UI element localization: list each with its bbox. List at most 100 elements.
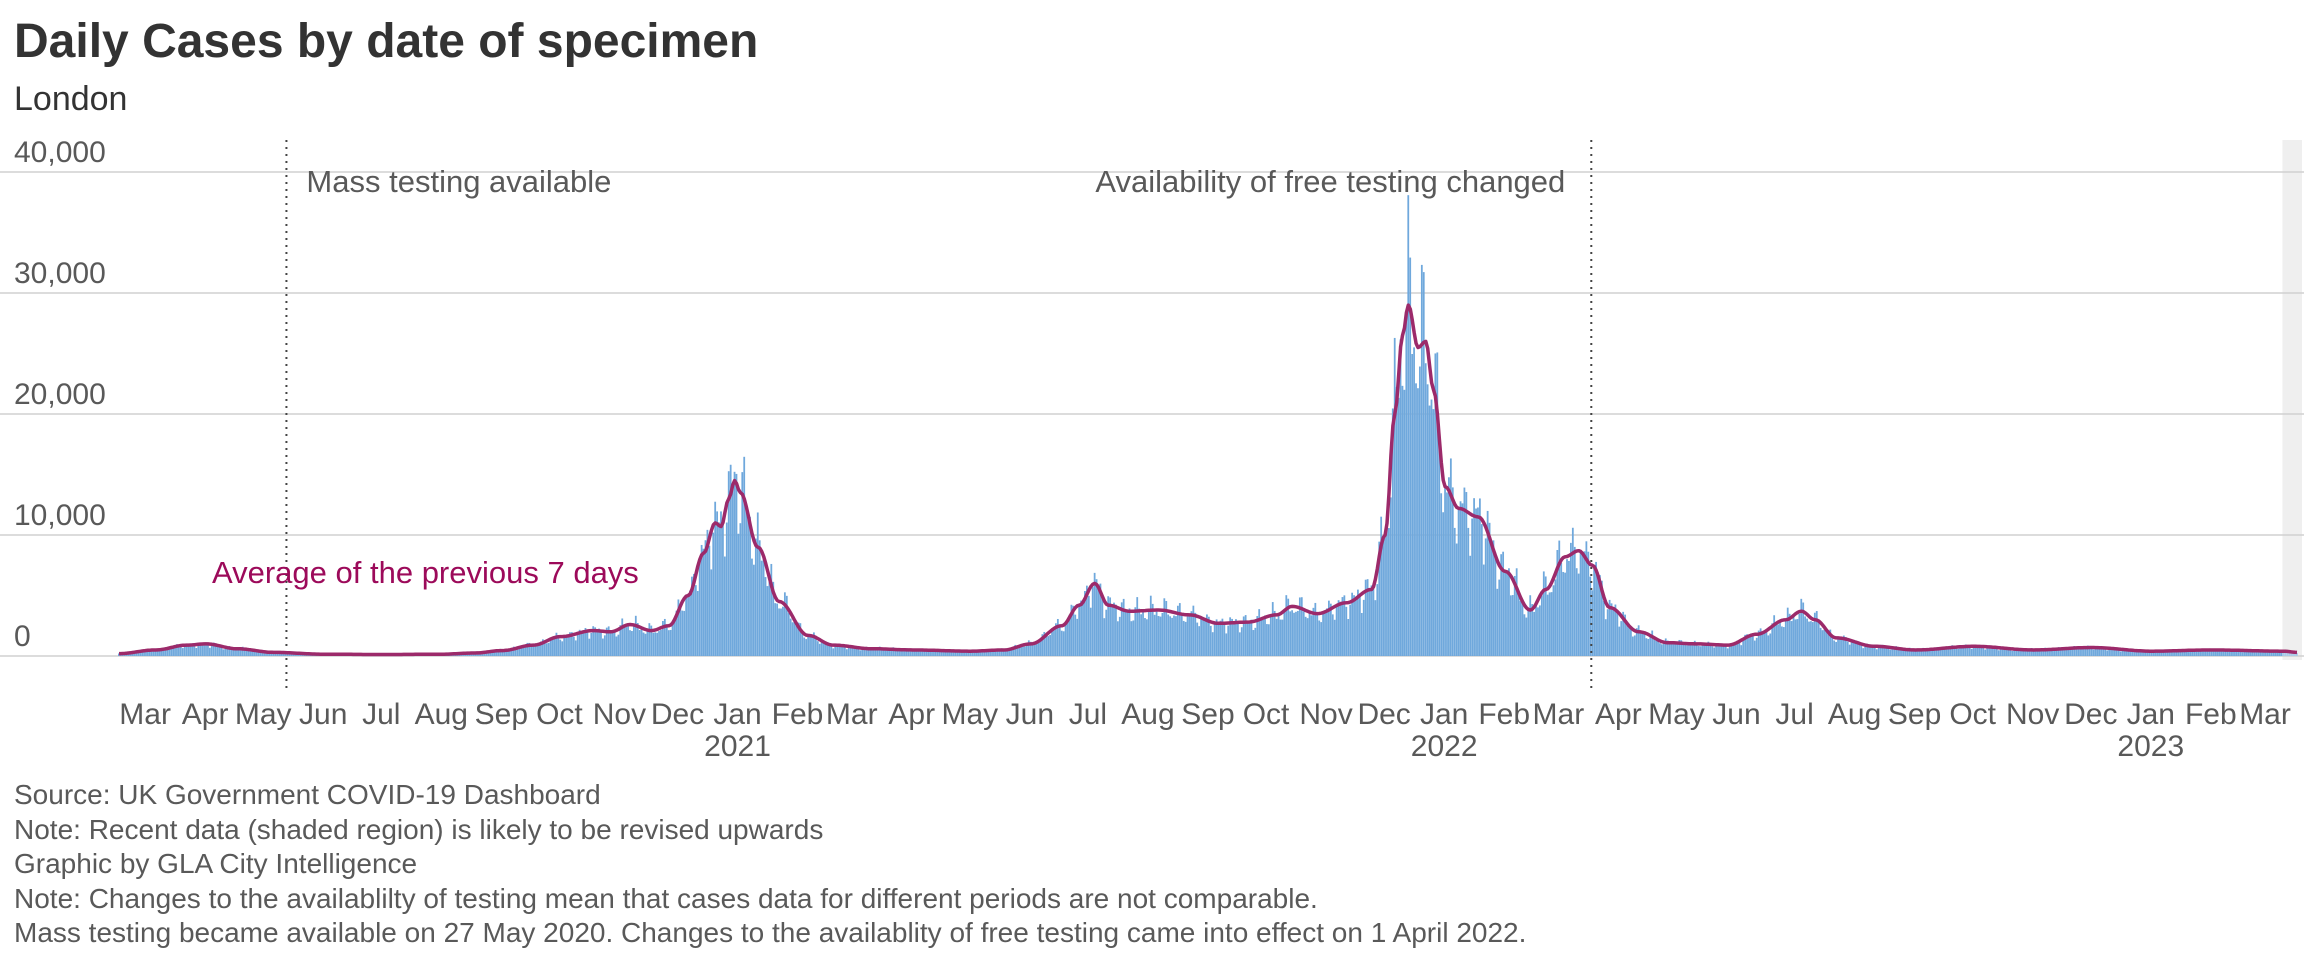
daily-bar	[1992, 646, 1994, 656]
daily-bar	[2168, 650, 2170, 656]
daily-bar	[584, 627, 587, 656]
daily-bar	[538, 645, 540, 656]
daily-bar	[708, 545, 711, 656]
daily-bar	[1453, 527, 1456, 656]
x-tick-label: Oct	[536, 698, 583, 731]
daily-bar	[265, 652, 267, 656]
daily-bar	[859, 650, 862, 656]
daily-bar	[1523, 614, 1526, 656]
x-year-label: 2022	[1411, 730, 1478, 763]
daily-bar	[2061, 649, 2064, 656]
daily-bar	[1877, 647, 1880, 656]
daily-bar	[1335, 605, 1338, 656]
daily-bar	[1982, 647, 1985, 656]
y-tick-label: 20,000	[14, 378, 106, 411]
daily-bar	[2102, 646, 2105, 656]
daily-bar	[851, 645, 854, 656]
daily-bar	[615, 636, 618, 656]
daily-bar	[1238, 632, 1241, 656]
x-tick-label: Feb	[1478, 698, 1530, 731]
daily-bar	[1202, 617, 1204, 656]
daily-bar	[1068, 614, 1071, 656]
x-tick-label: Sep	[475, 698, 528, 731]
daily-bar	[1763, 631, 1766, 656]
daily-bar	[1480, 524, 1483, 656]
daily-bar	[1360, 613, 1363, 656]
daily-bar	[1254, 627, 1257, 656]
daily-bar	[1521, 599, 1524, 656]
daily-bar	[2015, 648, 2018, 656]
daily-bar	[487, 651, 490, 656]
daily-bar	[1614, 604, 1617, 656]
daily-bar	[1622, 611, 1625, 656]
daily-bar	[793, 622, 796, 656]
daily-bar	[1953, 647, 1956, 656]
daily-bar	[2137, 649, 2140, 656]
daily-bar	[1707, 641, 1710, 656]
daily-bar	[973, 650, 976, 656]
daily-bar	[1314, 602, 1317, 656]
daily-bar	[1542, 571, 1545, 656]
daily-bar	[919, 648, 922, 656]
daily-bar	[782, 606, 784, 656]
daily-bar	[1297, 610, 1299, 656]
daily-bar	[818, 643, 821, 656]
daily-bar	[1310, 615, 1313, 656]
daily-bar	[1980, 645, 1983, 656]
daily-bar	[166, 649, 169, 656]
daily-bar	[1792, 616, 1795, 656]
daily-bar	[1910, 649, 1913, 656]
daily-bar	[2081, 647, 2083, 656]
daily-bar	[2063, 649, 2066, 656]
daily-bar	[541, 639, 544, 656]
daily-bar	[1010, 650, 1013, 656]
daily-bar	[2276, 651, 2279, 656]
daily-bar	[807, 635, 809, 656]
daily-bar	[816, 641, 819, 656]
daily-bar	[176, 644, 178, 656]
daily-bar	[826, 642, 829, 656]
daily-bar	[787, 612, 790, 656]
daily-bar	[1293, 612, 1295, 656]
daily-bar	[174, 646, 176, 656]
daily-bar	[545, 643, 548, 656]
daily-bar	[1500, 554, 1503, 656]
x-tick-label: Apr	[1595, 698, 1642, 731]
daily-bar	[1163, 598, 1166, 656]
daily-bar	[1715, 644, 1717, 656]
daily-bar	[998, 649, 1001, 656]
daily-bar	[1984, 649, 1987, 656]
daily-bar	[952, 651, 955, 656]
daily-bar	[530, 645, 533, 656]
daily-bar	[1091, 587, 1094, 656]
x-tick-label: Apr	[182, 698, 229, 731]
daily-bar	[813, 632, 815, 656]
daily-bar	[1477, 507, 1479, 656]
daily-bar	[1959, 646, 1961, 656]
daily-bar	[1612, 607, 1615, 656]
daily-bar	[596, 630, 598, 656]
daily-bar	[679, 603, 682, 656]
daily-bar	[1366, 579, 1369, 656]
daily-bar	[2203, 650, 2205, 656]
daily-bar	[1711, 646, 1714, 656]
daily-bar	[1484, 538, 1487, 656]
daily-bar	[489, 651, 492, 656]
daily-bar	[571, 632, 573, 656]
daily-bar	[1866, 643, 1868, 656]
daily-bar	[2032, 649, 2035, 656]
daily-bar	[1717, 644, 1719, 656]
daily-bar	[1351, 592, 1354, 656]
daily-bar	[1800, 598, 1803, 656]
daily-bar	[1434, 353, 1437, 656]
daily-bar	[934, 649, 937, 656]
daily-bar	[466, 654, 469, 656]
daily-bar	[2067, 648, 2070, 656]
daily-bar	[1300, 597, 1303, 656]
daily-bar	[528, 642, 531, 656]
daily-bar	[691, 576, 693, 656]
daily-bar	[118, 653, 120, 656]
average-line	[119, 303, 2298, 657]
daily-bar	[683, 610, 686, 656]
daily-bar	[1529, 595, 1532, 656]
